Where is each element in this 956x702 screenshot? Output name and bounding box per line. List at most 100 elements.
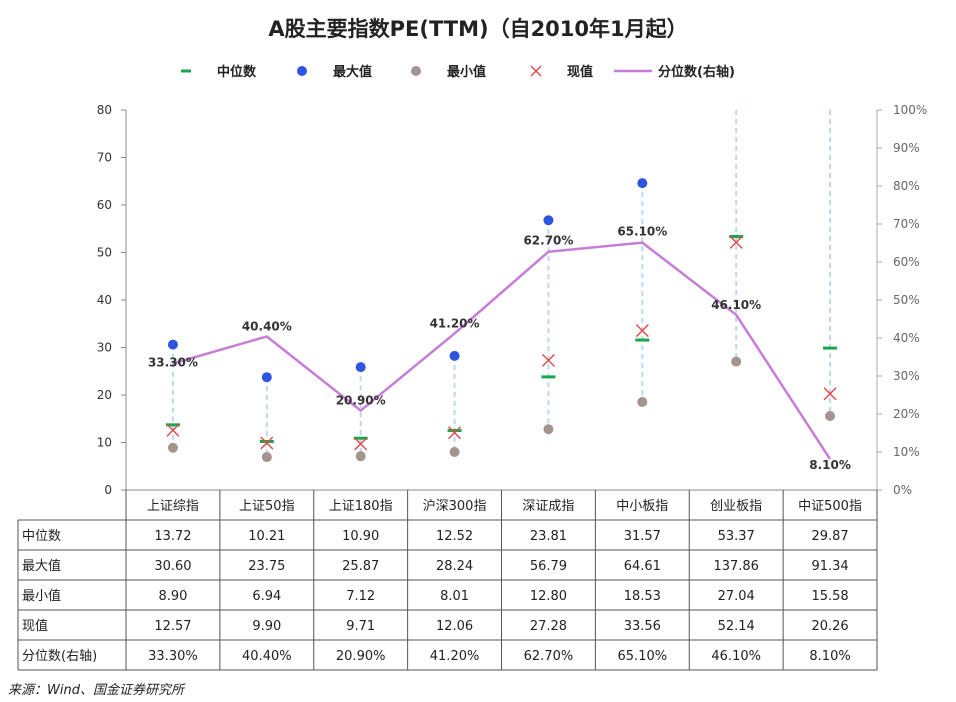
median-marker — [259, 440, 274, 444]
min-point — [543, 424, 554, 435]
y-right-tick-label: 100% — [893, 103, 927, 117]
table-row-label: 分位数(右轴) — [22, 649, 97, 664]
legend-marker-median — [181, 69, 191, 73]
y-right-tick-label: 0% — [893, 483, 912, 497]
table-cell: 9.90 — [252, 619, 281, 634]
current-marker-b — [635, 324, 649, 338]
current-marker — [448, 426, 462, 440]
table-cell: 15.58 — [811, 589, 848, 604]
table-cell: 41.20% — [430, 649, 480, 664]
legend-item-1: 最大值 — [297, 64, 372, 80]
y-left-tick-label: 60 — [97, 198, 112, 212]
table-cell: 23.81 — [530, 529, 567, 544]
percentile-data-label: 65.10% — [617, 225, 667, 239]
percentile-data-label: 46.10% — [711, 298, 761, 312]
min-point — [637, 396, 648, 407]
table-cell: 18.53 — [624, 589, 661, 604]
min-point — [261, 452, 272, 463]
min-point — [449, 446, 460, 457]
current-marker-b — [729, 235, 743, 249]
y-right-tick-label: 70% — [893, 217, 920, 231]
legend-label: 最大值 — [333, 64, 372, 80]
y-left-tick-label: 80 — [97, 103, 112, 117]
table-cell: 6.94 — [252, 589, 281, 604]
table-cell: 23.75 — [248, 559, 285, 574]
max-point — [261, 372, 272, 383]
min-point — [825, 410, 836, 421]
percentile-data-label: 41.20% — [430, 316, 480, 330]
table-cell: 12.06 — [436, 619, 473, 634]
table-cell: 65.10% — [618, 649, 668, 664]
legend: 中位数 最大值 最小值 现值 分位数(右轴) — [181, 64, 735, 80]
y-right-tick-label: 40% — [893, 331, 920, 345]
current-marker — [729, 235, 743, 249]
y-left-tick-label: 50 — [97, 246, 112, 260]
category-label: 创业板指 — [710, 499, 762, 514]
y-left-tick-label: 0 — [104, 483, 112, 497]
y-left-tick-label: 10 — [97, 436, 112, 450]
table-cell: 64.61 — [624, 559, 661, 574]
legend-item-3: 现值 — [530, 64, 593, 80]
table-cell: 25.87 — [342, 559, 379, 574]
current-marker — [260, 436, 274, 450]
y-left-tick-label: 20 — [97, 388, 112, 402]
table-cell: 33.56 — [624, 619, 661, 634]
table-cell: 28.24 — [436, 559, 473, 574]
max-point — [449, 350, 460, 361]
y-left-tick-label: 30 — [97, 341, 112, 355]
table-cell: 29.87 — [811, 529, 848, 544]
table-cell: 27.04 — [718, 589, 755, 604]
current-marker-b — [354, 437, 368, 451]
table-row-label: 现值 — [22, 618, 48, 634]
data-table: 上证综指 上证50指 上证180指 沪深300指 深证成指 中小板指 创业板指 中证500指中… — [17, 490, 878, 671]
current-marker-b — [448, 426, 462, 440]
table-cell: 33.30% — [148, 649, 198, 664]
y-right-tick-label: 10% — [893, 445, 920, 459]
table-cell: 13.72 — [154, 529, 191, 544]
table-cell: 8.90 — [158, 589, 187, 604]
plot-area: 0 10 20 30 40 50 60 70 80 0% 10% 20% 30% 40% 50% 60% 70%… — [97, 103, 928, 497]
table-cell: 30.60 — [154, 559, 191, 574]
y-left-tick-label: 70 — [97, 151, 112, 165]
category-label: 中小板指 — [616, 499, 668, 514]
percentile-data-label: 8.10% — [809, 458, 851, 472]
min-point — [167, 442, 178, 453]
median-marker — [165, 423, 180, 427]
y-right-tick-label: 80% — [893, 179, 920, 193]
current-marker-b — [541, 353, 555, 367]
percentile-line — [172, 241, 832, 460]
table-cell: 12.80 — [530, 589, 567, 604]
current-marker — [823, 387, 837, 401]
current-marker-b — [260, 436, 274, 450]
table-cell: 27.28 — [530, 619, 567, 634]
current-marker — [166, 423, 180, 437]
percentile-data-label: 40.40% — [242, 319, 292, 333]
table-row-label: 中位数 — [22, 529, 61, 544]
legend-marker-dot — [411, 66, 421, 76]
legend-marker-dot — [297, 66, 307, 76]
table-cell: 62.70% — [524, 649, 574, 664]
current-marker-b — [166, 423, 180, 437]
legend-label: 现值 — [567, 64, 593, 80]
category-label: 上证180指 — [329, 499, 393, 514]
y-left-tick-label: 40 — [97, 293, 112, 307]
category-label: 深证成指 — [522, 499, 574, 514]
table-cell: 137.86 — [713, 559, 759, 574]
table-cell: 52.14 — [718, 619, 755, 634]
table-row-label: 最大值 — [22, 558, 61, 574]
category-label: 中证500指 — [798, 499, 862, 514]
chart-title: A股主要指数PE(TTM)（自2010年1月起） — [268, 17, 687, 41]
category-label: 上证综指 — [147, 499, 199, 514]
table-cell: 8.01 — [440, 589, 469, 604]
median-marker — [541, 375, 556, 379]
table-cell: 53.37 — [718, 529, 755, 544]
percentile-data-label: 20.90% — [336, 394, 386, 408]
min-point — [731, 356, 742, 367]
y-right-tick-label: 90% — [893, 141, 920, 155]
legend-item-2: 最小值 — [411, 64, 486, 80]
table-cell: 12.52 — [436, 529, 473, 544]
table-cell: 91.34 — [811, 559, 848, 574]
max-point — [543, 215, 554, 226]
table-cell: 31.57 — [624, 529, 661, 544]
